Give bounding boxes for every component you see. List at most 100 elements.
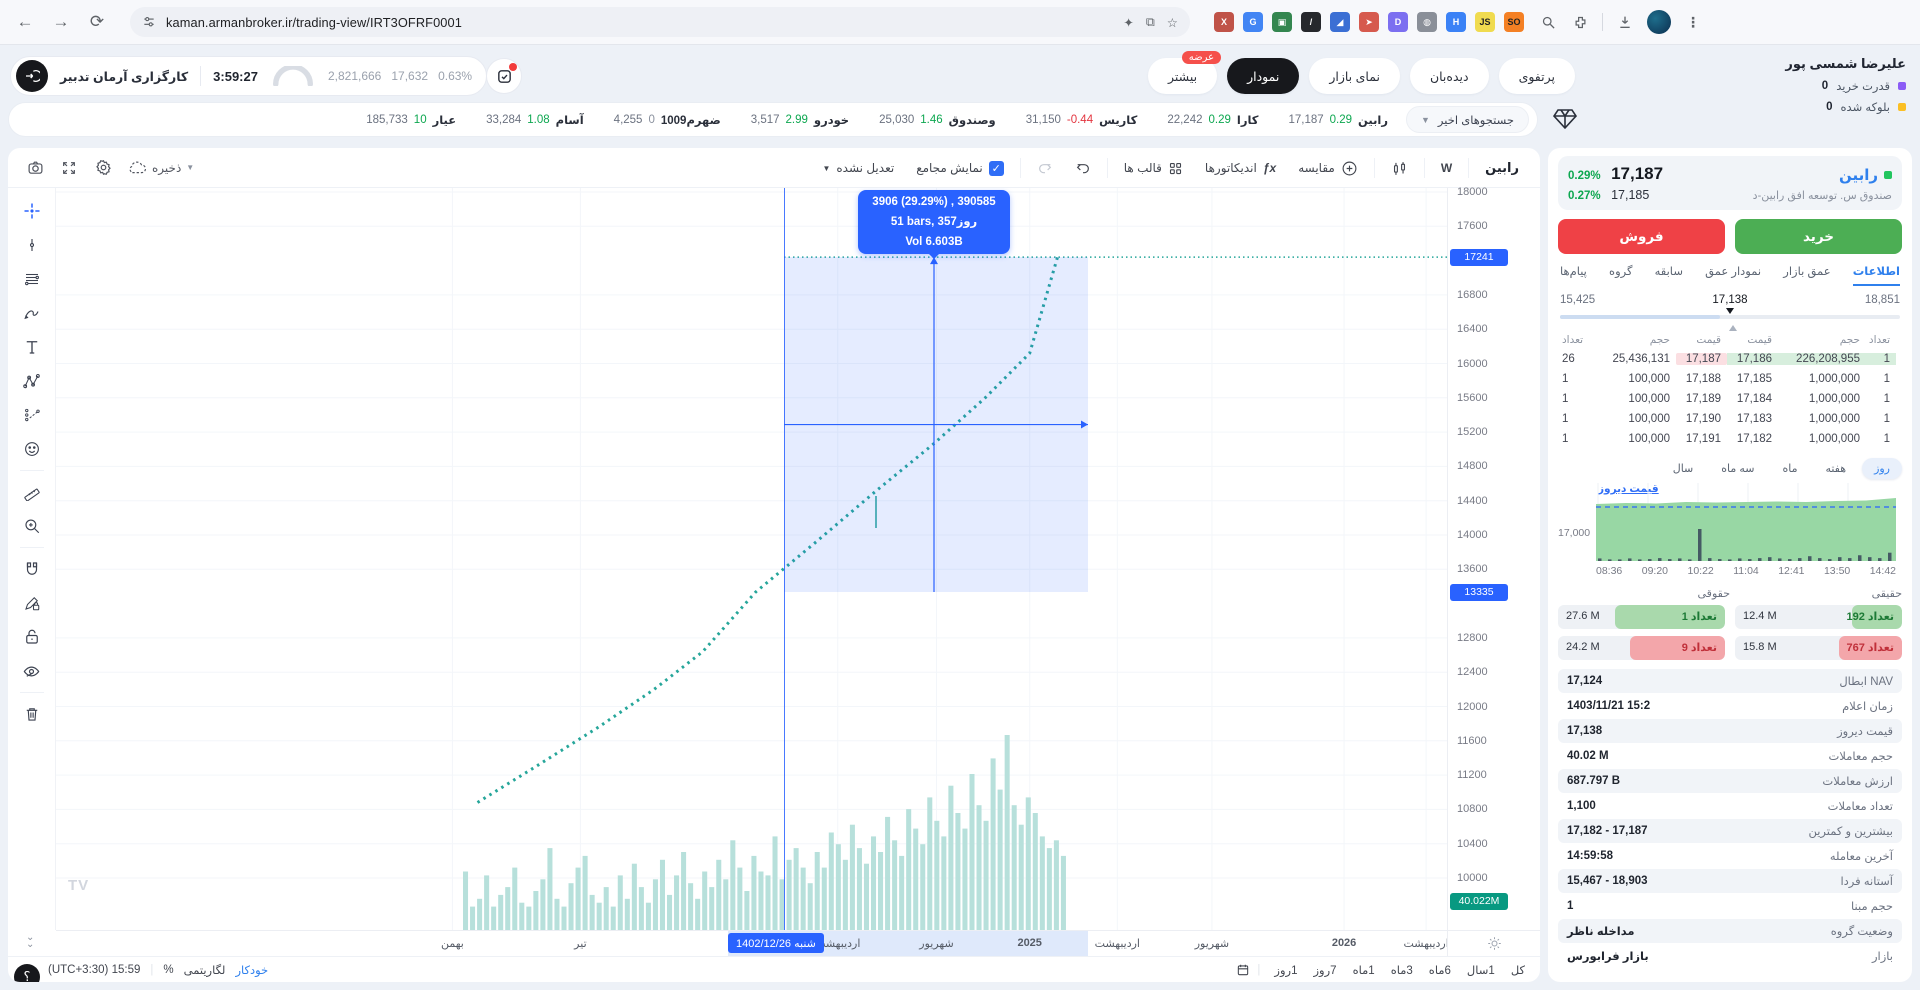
forward-button[interactable]: → [52, 12, 70, 31]
sidebar-tab-نمودار عمق[interactable]: نمودار عمق [1705, 266, 1762, 278]
range-track[interactable] [1560, 308, 1900, 331]
ticker-item-عیار[interactable]: عیار 10 185,733 [366, 113, 456, 127]
text-icon[interactable] [15, 330, 49, 364]
log-scale-button[interactable]: لگاریتمی [183, 964, 226, 977]
toolbar-symbol[interactable]: رابین [1485, 160, 1519, 175]
sidebar-tab-گروه[interactable]: گروه [1609, 266, 1633, 278]
help-button[interactable]: ؟ [14, 964, 40, 982]
save-layout-button[interactable]: ذخیره ▼ [122, 153, 199, 183]
chart-style-candles-icon[interactable] [1382, 153, 1417, 183]
sidebar-tab-پیام‌ها[interactable]: پیام‌ها [1560, 266, 1587, 278]
calendar-icon[interactable] [1236, 963, 1250, 977]
fib-retracement-icon[interactable] [15, 262, 49, 296]
show-events-checkbox[interactable]: ✓ نمایش مجامع [907, 153, 1013, 183]
browser-menu-icon[interactable]: ⋮ [1686, 13, 1700, 30]
remove-drawings-icon[interactable] [15, 697, 49, 731]
timeframe-1روز[interactable]: 1روز [1274, 964, 1298, 977]
interval-button[interactable]: W [1440, 161, 1453, 175]
templates-button[interactable]: قالب ها [1115, 153, 1192, 183]
collapse-chevrons-icon[interactable]: ⌄ ⌄ [26, 932, 35, 950]
address-bar[interactable]: kaman.armanbroker.ir/trading-view/IRT3OF… [130, 7, 1190, 37]
ticker-item-کاریس[interactable]: کاریس -0.44 31,150 [1026, 113, 1138, 127]
browser-profile-avatar[interactable] [1647, 10, 1671, 34]
ticker-item-خودرو[interactable]: خودرو 2.99 3,517 [751, 113, 849, 127]
ext-rocket[interactable]: ➤ [1359, 12, 1379, 32]
recent-searches-dropdown[interactable]: جستجوهای اخیر ▼ [1405, 106, 1529, 133]
notifications-button[interactable] [486, 58, 522, 94]
buy-button[interactable]: خرید [1735, 219, 1902, 254]
zoom-in-icon[interactable] [15, 509, 49, 543]
timeframe-1ماه[interactable]: 1ماه [1352, 964, 1375, 977]
period-tab-سال[interactable]: سال [1672, 463, 1694, 475]
magnet-icon[interactable] [15, 552, 49, 586]
ext-so[interactable]: SO [1504, 12, 1524, 32]
passkey-icon[interactable]: ✦ [1123, 15, 1134, 30]
downloads-icon[interactable] [1615, 12, 1635, 32]
timeframe-7روز[interactable]: 7روز [1313, 964, 1337, 977]
time-axis[interactable]: بهمن تیر اردیبهشت شهریور 2025 اردیبهشت شهریور 2… [56, 930, 1449, 957]
sidebar-tab-اطلاعات[interactable]: اطلاعات [1852, 264, 1900, 286]
ext-tools[interactable]: X [1214, 12, 1234, 32]
period-tab-روز[interactable]: روز [1862, 458, 1902, 479]
nav-tab-بیشتر[interactable]: بیشتر عرضه [1148, 51, 1222, 94]
nav-tab-پرتفوی[interactable]: پرتفوی [1498, 58, 1575, 94]
back-button[interactable]: ← [16, 12, 34, 31]
compare-button[interactable]: مقایسه [1289, 153, 1367, 183]
diamond-icon[interactable] [1552, 108, 1578, 130]
percent-scale-button[interactable]: % [163, 963, 174, 976]
nav-tab-دیده‌بان[interactable]: دیده‌بان [1409, 58, 1489, 94]
crosshair-icon[interactable] [15, 194, 49, 228]
fullscreen-icon[interactable] [54, 153, 84, 183]
timeframe-3ماه[interactable]: 3ماه [1390, 964, 1413, 977]
bookmark-star-icon[interactable]: ☆ [1166, 15, 1178, 30]
nav-tab-نمودار[interactable]: نمودار [1227, 58, 1300, 94]
forecast-icon[interactable] [15, 398, 49, 432]
ticker-item-آسام[interactable]: آسام 1.08 33,284 [486, 113, 584, 127]
price-axis[interactable]: 18000 17600 16800 16400 16000 15600 15200 14800… [1447, 186, 1540, 930]
period-tab-سه ماه[interactable]: سه ماه [1721, 463, 1755, 475]
ext-chart[interactable]: ◢ [1330, 12, 1350, 32]
ticker-item-وصندوق[interactable]: وصندوق 1.46 25,030 [879, 113, 996, 127]
reload-button[interactable]: ⟳ [89, 12, 105, 31]
emoji-icon[interactable] [15, 432, 49, 466]
ruler-icon[interactable] [15, 475, 49, 509]
period-tab-هفته[interactable]: هفته [1825, 463, 1847, 475]
chart-plot-area[interactable]: 3906 (29.29%) , 390585 51 bars, 357روز V… [56, 188, 1447, 930]
ticker-item-کارا[interactable]: کارا 0.29 22,242 [1167, 113, 1258, 127]
indicators-button[interactable]: ƒx اندیکاتورها [1196, 153, 1285, 183]
symbol-name[interactable]: رابین [1839, 166, 1892, 184]
orderbook-row[interactable]: 1 100,000 17,189 17,184 1,000,000 1 [1558, 389, 1902, 409]
logout-button[interactable] [16, 60, 48, 92]
extensions-puzzle-icon[interactable] [1570, 12, 1590, 32]
lock-icon[interactable] [15, 620, 49, 654]
chart-settings-gear-icon[interactable] [88, 153, 118, 183]
orderbook-row[interactable]: 1 100,000 17,190 17,183 1,000,000 1 [1558, 409, 1902, 429]
orderbook-row[interactable]: 26 25,436,131 17,187 17,186 226,208,955 1 [1558, 349, 1902, 369]
clock-label[interactable]: (UTC+3:30) 15:59 [48, 963, 141, 976]
undo-icon[interactable] [1066, 153, 1100, 183]
timeframe-1سال[interactable]: 1سال [1466, 964, 1495, 977]
hide-drawings-icon[interactable] [15, 654, 49, 688]
site-settings-icon[interactable] [142, 15, 156, 29]
period-tab-ماه[interactable]: ماه [1782, 463, 1798, 475]
ext-image[interactable]: ▣ [1272, 12, 1292, 32]
search-icon[interactable] [1538, 12, 1558, 32]
ticker-item-ضهرم1009[interactable]: ضهرم1009 0 4,255 [614, 113, 721, 127]
xabcd-pattern-icon[interactable] [15, 364, 49, 398]
ext-globe[interactable]: ◍ [1417, 12, 1437, 32]
ext-eyedropper[interactable]: / [1301, 12, 1321, 32]
ext-html[interactable]: H [1446, 12, 1466, 32]
pip-icon[interactable]: ⧉ [1145, 14, 1155, 29]
timeframe-کل[interactable]: کل [1510, 964, 1525, 977]
ext-translate[interactable]: G [1243, 12, 1263, 32]
timeframe-6ماه[interactable]: 6ماه [1428, 964, 1451, 977]
drawing-lock-icon[interactable] [15, 586, 49, 620]
ext-d[interactable]: D [1388, 12, 1408, 32]
adjustment-dropdown[interactable]: تعدیل نشده ▼ [822, 161, 895, 175]
sidebar-tab-سابقه[interactable]: سابقه [1654, 266, 1683, 278]
screenshot-camera-icon[interactable] [20, 153, 50, 183]
redo-icon[interactable] [1028, 153, 1062, 183]
orderbook-row[interactable]: 1 100,000 17,188 17,185 1,000,000 1 [1558, 369, 1902, 389]
brush-icon[interactable] [15, 296, 49, 330]
ticker-item-رابین[interactable]: رابین 0.29 17,187 [1288, 113, 1388, 127]
